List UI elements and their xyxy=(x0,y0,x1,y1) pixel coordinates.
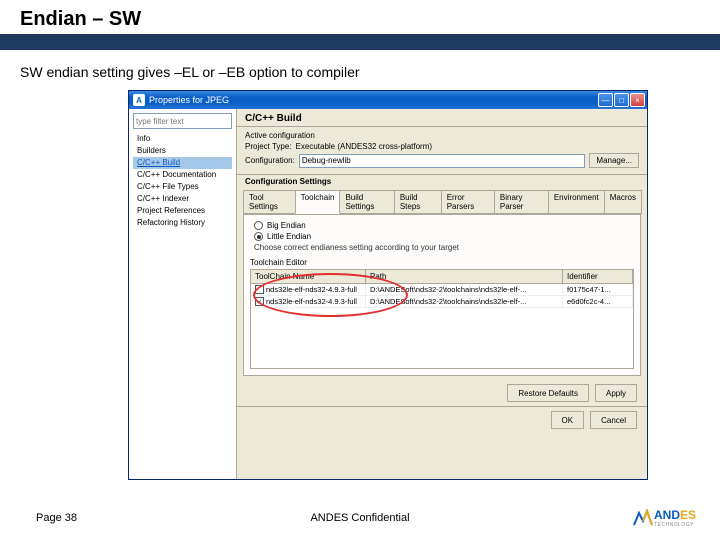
app-icon: A xyxy=(133,94,145,106)
tree-item[interactable]: Project References xyxy=(133,205,232,217)
project-type-label: Project Type: xyxy=(245,142,292,151)
logo-sub: TECHNOLOGY xyxy=(654,522,696,528)
tree-pane: InfoBuildersC/C++ BuildC/C++ Documentati… xyxy=(129,109,237,479)
tree-item[interactable]: C/C++ File Types xyxy=(133,181,232,193)
minimize-button[interactable]: — xyxy=(598,93,613,107)
tabs: Tool SettingsToolchainBuild SettingsBuil… xyxy=(237,190,647,214)
toolchain-title: Toolchain Editor xyxy=(250,258,634,267)
properties-dialog: A Properties for JPEG — □ × InfoBuilders… xyxy=(128,90,648,480)
big-endian-label: Big Endian xyxy=(267,221,306,230)
logo-text: ANDES xyxy=(654,508,696,522)
content-pane: C/C++ Build Active configuration Project… xyxy=(237,109,647,479)
manage-button[interactable]: Manage... xyxy=(589,153,639,168)
cell-path: D:\ANDESoft\nds32-2\toolchains\nds32le-e… xyxy=(366,284,563,295)
little-endian-radio-row[interactable]: Little Endian xyxy=(250,232,634,241)
tab[interactable]: Build Settings xyxy=(339,190,394,214)
tab[interactable]: Toolchain xyxy=(295,190,341,214)
cell-name: nds32le-elf-nds32-4.9.3-full xyxy=(251,284,366,295)
config-settings-label: Configuration Settings xyxy=(237,175,647,188)
active-config-group: Active configuration Project Type: Execu… xyxy=(237,127,647,175)
ok-button[interactable]: OK xyxy=(551,411,585,429)
endian-note: Choose correct endianess setting accordi… xyxy=(250,243,634,252)
restore-defaults-button[interactable]: Restore Defaults xyxy=(507,384,589,402)
slide-title: Endian – SW xyxy=(20,8,141,31)
toolchain-table: ToolChain Name Path Identifier nds32le-e… xyxy=(250,269,634,369)
configuration-label: Configuration: xyxy=(245,156,295,165)
th-path[interactable]: Path xyxy=(366,270,563,283)
tab[interactable]: Build Steps xyxy=(394,190,442,214)
row-checkbox[interactable] xyxy=(255,285,264,294)
toolchain-group: Toolchain Editor ToolChain Name Path Ide… xyxy=(250,258,634,369)
tree-item[interactable]: Refactoring History xyxy=(133,217,232,229)
tab[interactable]: Error Parsers xyxy=(441,190,495,214)
active-config-label: Active configuration xyxy=(245,131,639,140)
dialog-title: Properties for JPEG xyxy=(149,95,598,105)
table-header: ToolChain Name Path Identifier xyxy=(251,270,633,284)
dialog-titlebar[interactable]: A Properties for JPEG — □ × xyxy=(129,91,647,109)
little-endian-radio[interactable] xyxy=(254,232,263,241)
filter-input[interactable] xyxy=(133,113,232,129)
slide-footer: Page 38 ANDES Confidential ANDES TECHNOL… xyxy=(0,512,720,524)
nav-tree: InfoBuildersC/C++ BuildC/C++ Documentati… xyxy=(133,133,232,229)
confidential-label: ANDES Confidential xyxy=(310,512,409,524)
maximize-button[interactable]: □ xyxy=(614,93,629,107)
panel-buttons: Restore Defaults Apply xyxy=(237,380,647,406)
slide-subtitle: SW endian setting gives –EL or –EB optio… xyxy=(20,64,360,80)
big-endian-radio-row[interactable]: Big Endian xyxy=(250,221,634,230)
row-checkbox[interactable] xyxy=(255,297,264,306)
project-type-value: Executable (ANDES32 cross-platform) xyxy=(296,142,433,151)
cell-id: f0175c47-1... xyxy=(563,284,633,295)
tab[interactable]: Environment xyxy=(548,190,605,214)
tab[interactable]: Tool Settings xyxy=(243,190,296,214)
configuration-select[interactable]: Debug-newlib xyxy=(299,154,586,168)
cancel-button[interactable]: Cancel xyxy=(590,411,637,429)
tree-item[interactable]: Info xyxy=(133,133,232,145)
table-row[interactable]: nds32le-elf-nds32-4.9.3-fullD:\ANDESoft\… xyxy=(251,296,633,308)
close-button[interactable]: × xyxy=(630,93,645,107)
tree-item[interactable]: C/C++ Indexer xyxy=(133,193,232,205)
cell-id: e6d0fc2c-4... xyxy=(563,296,633,307)
slide-title-bar: Endian – SW xyxy=(0,0,720,50)
page-number: Page 38 xyxy=(36,512,77,524)
th-id[interactable]: Identifier xyxy=(563,270,633,283)
endian-group: Big Endian Little Endian Choose correct … xyxy=(250,221,634,252)
andes-logo: ANDES TECHNOLOGY xyxy=(632,508,696,528)
cell-path: D:\ANDESoft\nds32-2\toolchains\nds32le-e… xyxy=(366,296,563,307)
tree-item[interactable]: C/C++ Documentation xyxy=(133,169,232,181)
logo-icon xyxy=(632,509,654,527)
big-endian-radio[interactable] xyxy=(254,221,263,230)
apply-button[interactable]: Apply xyxy=(595,384,637,402)
tree-item[interactable]: Builders xyxy=(133,145,232,157)
table-row[interactable]: nds32le-elf-nds32-4.9.3-fullD:\ANDESoft\… xyxy=(251,284,633,296)
dialog-buttons: OK Cancel xyxy=(237,406,647,437)
th-name[interactable]: ToolChain Name xyxy=(251,270,366,283)
content-header: C/C++ Build xyxy=(237,109,647,127)
tab-panel-toolchain: Big Endian Little Endian Choose correct … xyxy=(243,214,641,376)
tab[interactable]: Macros xyxy=(604,190,642,214)
tree-item[interactable]: C/C++ Build xyxy=(133,157,232,169)
little-endian-label: Little Endian xyxy=(267,232,311,241)
cell-name: nds32le-elf-nds32-4.9.3-full xyxy=(251,296,366,307)
tab[interactable]: Binary Parser xyxy=(494,190,549,214)
